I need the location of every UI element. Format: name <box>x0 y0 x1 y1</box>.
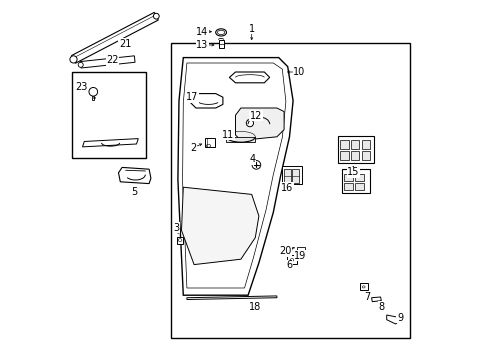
Circle shape <box>89 87 98 96</box>
Text: 14: 14 <box>196 27 208 37</box>
Bar <box>343 183 352 190</box>
Text: 22: 22 <box>106 55 119 66</box>
Bar <box>350 151 359 160</box>
Bar <box>282 166 302 184</box>
Text: 18: 18 <box>249 302 261 312</box>
Circle shape <box>246 120 253 127</box>
Bar <box>339 140 348 149</box>
Bar <box>218 40 224 48</box>
Text: 6: 6 <box>285 260 292 270</box>
Bar <box>72 72 145 158</box>
Text: 5: 5 <box>131 187 138 197</box>
Polygon shape <box>190 94 223 108</box>
Bar <box>177 237 183 244</box>
Bar <box>204 138 215 147</box>
Polygon shape <box>178 58 292 295</box>
Circle shape <box>251 161 260 169</box>
Circle shape <box>70 56 77 63</box>
Text: 9: 9 <box>396 312 402 323</box>
Text: 16: 16 <box>280 183 292 193</box>
Text: 10: 10 <box>292 67 305 77</box>
Polygon shape <box>181 187 258 265</box>
Polygon shape <box>186 296 276 300</box>
Text: 23: 23 <box>76 82 88 92</box>
Bar <box>286 255 296 264</box>
Polygon shape <box>229 72 269 83</box>
Polygon shape <box>371 297 381 302</box>
Bar <box>226 137 255 142</box>
Bar <box>339 151 348 160</box>
Text: 4: 4 <box>249 154 255 164</box>
Polygon shape <box>82 139 138 147</box>
Text: 21: 21 <box>119 39 131 49</box>
Text: 1: 1 <box>248 24 254 34</box>
Text: 19: 19 <box>294 251 306 261</box>
Bar <box>292 169 298 183</box>
Bar <box>343 174 352 181</box>
Text: 3: 3 <box>173 222 180 233</box>
Polygon shape <box>92 96 94 100</box>
Bar <box>341 169 370 193</box>
Polygon shape <box>235 108 284 140</box>
Text: 15: 15 <box>346 167 359 177</box>
Circle shape <box>153 13 159 19</box>
Bar <box>337 136 373 163</box>
Ellipse shape <box>215 29 226 36</box>
Bar <box>170 43 409 338</box>
Text: 11: 11 <box>222 130 234 140</box>
Bar <box>284 169 290 183</box>
Bar <box>355 183 364 190</box>
Bar <box>359 283 367 290</box>
Polygon shape <box>386 315 399 324</box>
Text: 20: 20 <box>279 246 291 256</box>
Bar <box>296 247 304 254</box>
Ellipse shape <box>217 30 224 35</box>
Text: 8: 8 <box>377 302 384 312</box>
Bar <box>355 174 364 181</box>
Text: 7: 7 <box>363 292 369 302</box>
Polygon shape <box>118 167 151 184</box>
Text: 2: 2 <box>190 143 196 153</box>
Text: 17: 17 <box>186 92 198 102</box>
Circle shape <box>286 247 291 252</box>
Polygon shape <box>71 12 158 63</box>
Text: 13: 13 <box>196 40 208 50</box>
Bar <box>350 140 359 149</box>
Bar <box>361 140 369 149</box>
Text: 12: 12 <box>249 111 262 121</box>
Circle shape <box>78 62 83 67</box>
Polygon shape <box>80 56 135 68</box>
Bar <box>361 151 369 160</box>
